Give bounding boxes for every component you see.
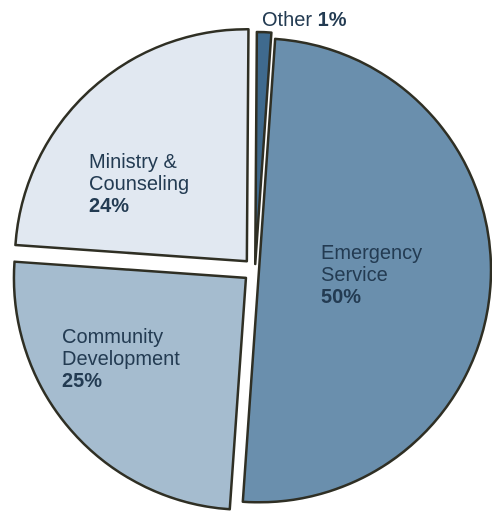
label-community-line-2: Development — [62, 348, 180, 370]
label-ministry-line-1: Ministry & — [89, 151, 177, 173]
slice-other — [253, 30, 273, 266]
label-ministry-line-2: Counseling — [89, 173, 190, 195]
label-community-percent: 25% — [62, 370, 103, 392]
pie-slices — [12, 27, 492, 511]
slice-emergency-service — [241, 37, 492, 504]
label-emergency-line-2: Service — [321, 264, 388, 286]
label-emergency-service: Emergency Service 50% — [321, 242, 422, 308]
label-other-name: Other — [262, 9, 313, 31]
label-community-development: Community Development 25% — [62, 326, 180, 392]
label-ministry-counseling: Ministry & Counseling 24% — [89, 151, 189, 217]
slice-community-development — [12, 260, 248, 511]
label-emergency-line-1: Emergency — [321, 242, 423, 264]
label-other-percent: 1% — [317, 9, 347, 31]
label-emergency-percent: 50% — [321, 286, 362, 308]
label-ministry-percent: 24% — [89, 195, 130, 217]
label-other: Other 1% — [262, 9, 347, 31]
label-community-line-1: Community — [62, 326, 164, 348]
slice-ministry-counseling — [14, 27, 250, 263]
